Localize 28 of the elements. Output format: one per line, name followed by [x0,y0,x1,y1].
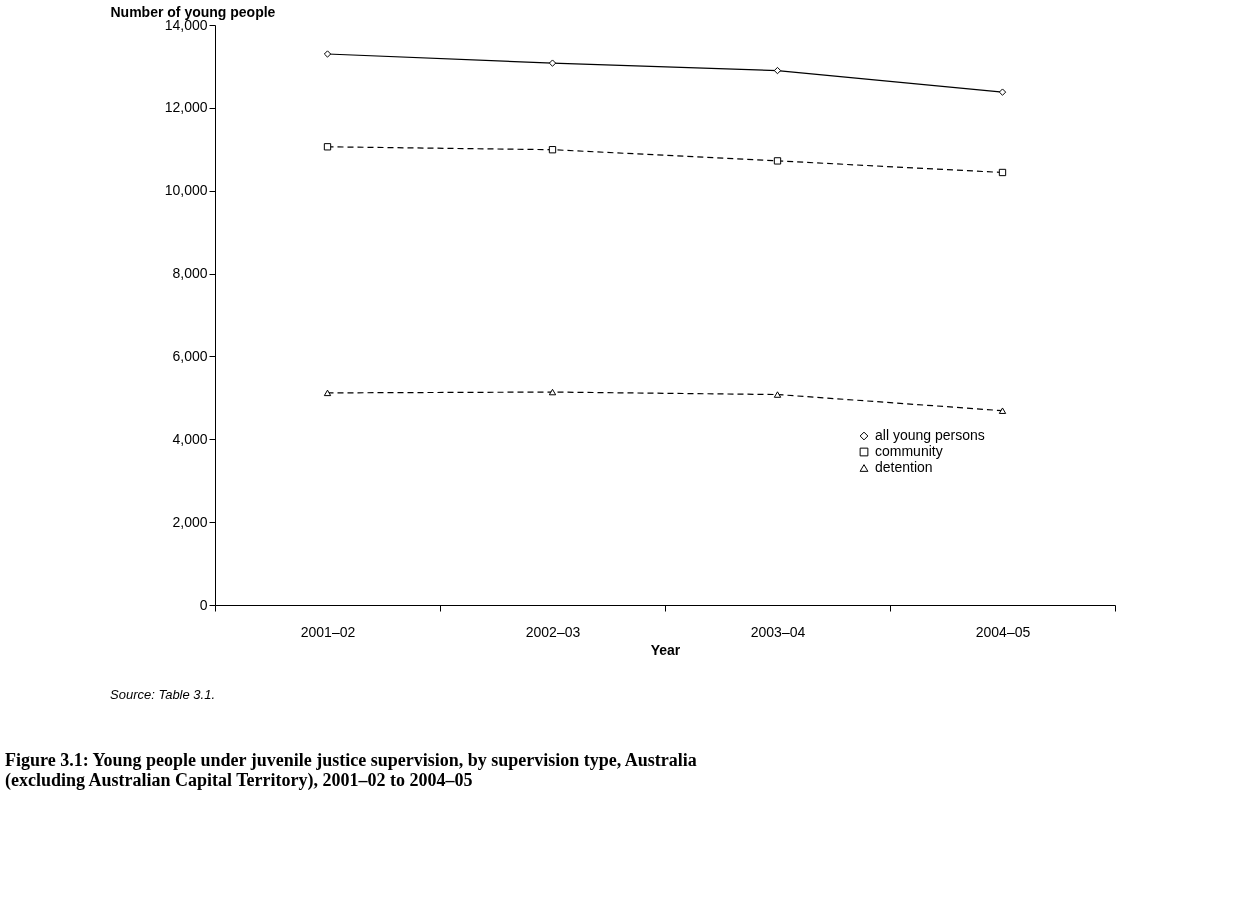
y-tick-label: 10,000 [164,182,208,199]
point [998,407,1007,414]
y-tick-label: 6,000 [172,347,208,364]
x-tick-label: 2004–05 [975,623,1031,640]
y-tick-label: 0 [199,596,208,613]
point [998,88,1007,96]
point [323,143,332,151]
point [548,59,557,67]
x-tick-label: 2002–03 [525,623,581,640]
y-tick-label: 12,000 [164,99,208,116]
point [998,168,1007,177]
point [773,157,782,165]
legend-label: detention [875,459,933,475]
y-tick-label: 8,000 [172,265,208,282]
x-tick-label: 2001–02 [300,623,356,640]
x-axis-title: Year [650,641,681,658]
y-tick-label: 4,000 [172,430,208,447]
text: Figure 3.1: Young people under juvenile justice supervision, by supervision type, Australia (excluding Australian Capital Territory), 2001–02 to 2004–05 [5,750,697,791]
point [773,391,782,398]
source-note: Source: Table 3.1. [110,687,216,702]
x-tick-label: 2003–04 [750,623,806,640]
point [323,389,332,397]
point [773,66,782,75]
legend-label: all young persons [875,427,985,443]
point [548,388,557,396]
y-tick-label: 2,000 [172,513,208,530]
legend-label: community [875,443,943,459]
point [548,146,557,154]
